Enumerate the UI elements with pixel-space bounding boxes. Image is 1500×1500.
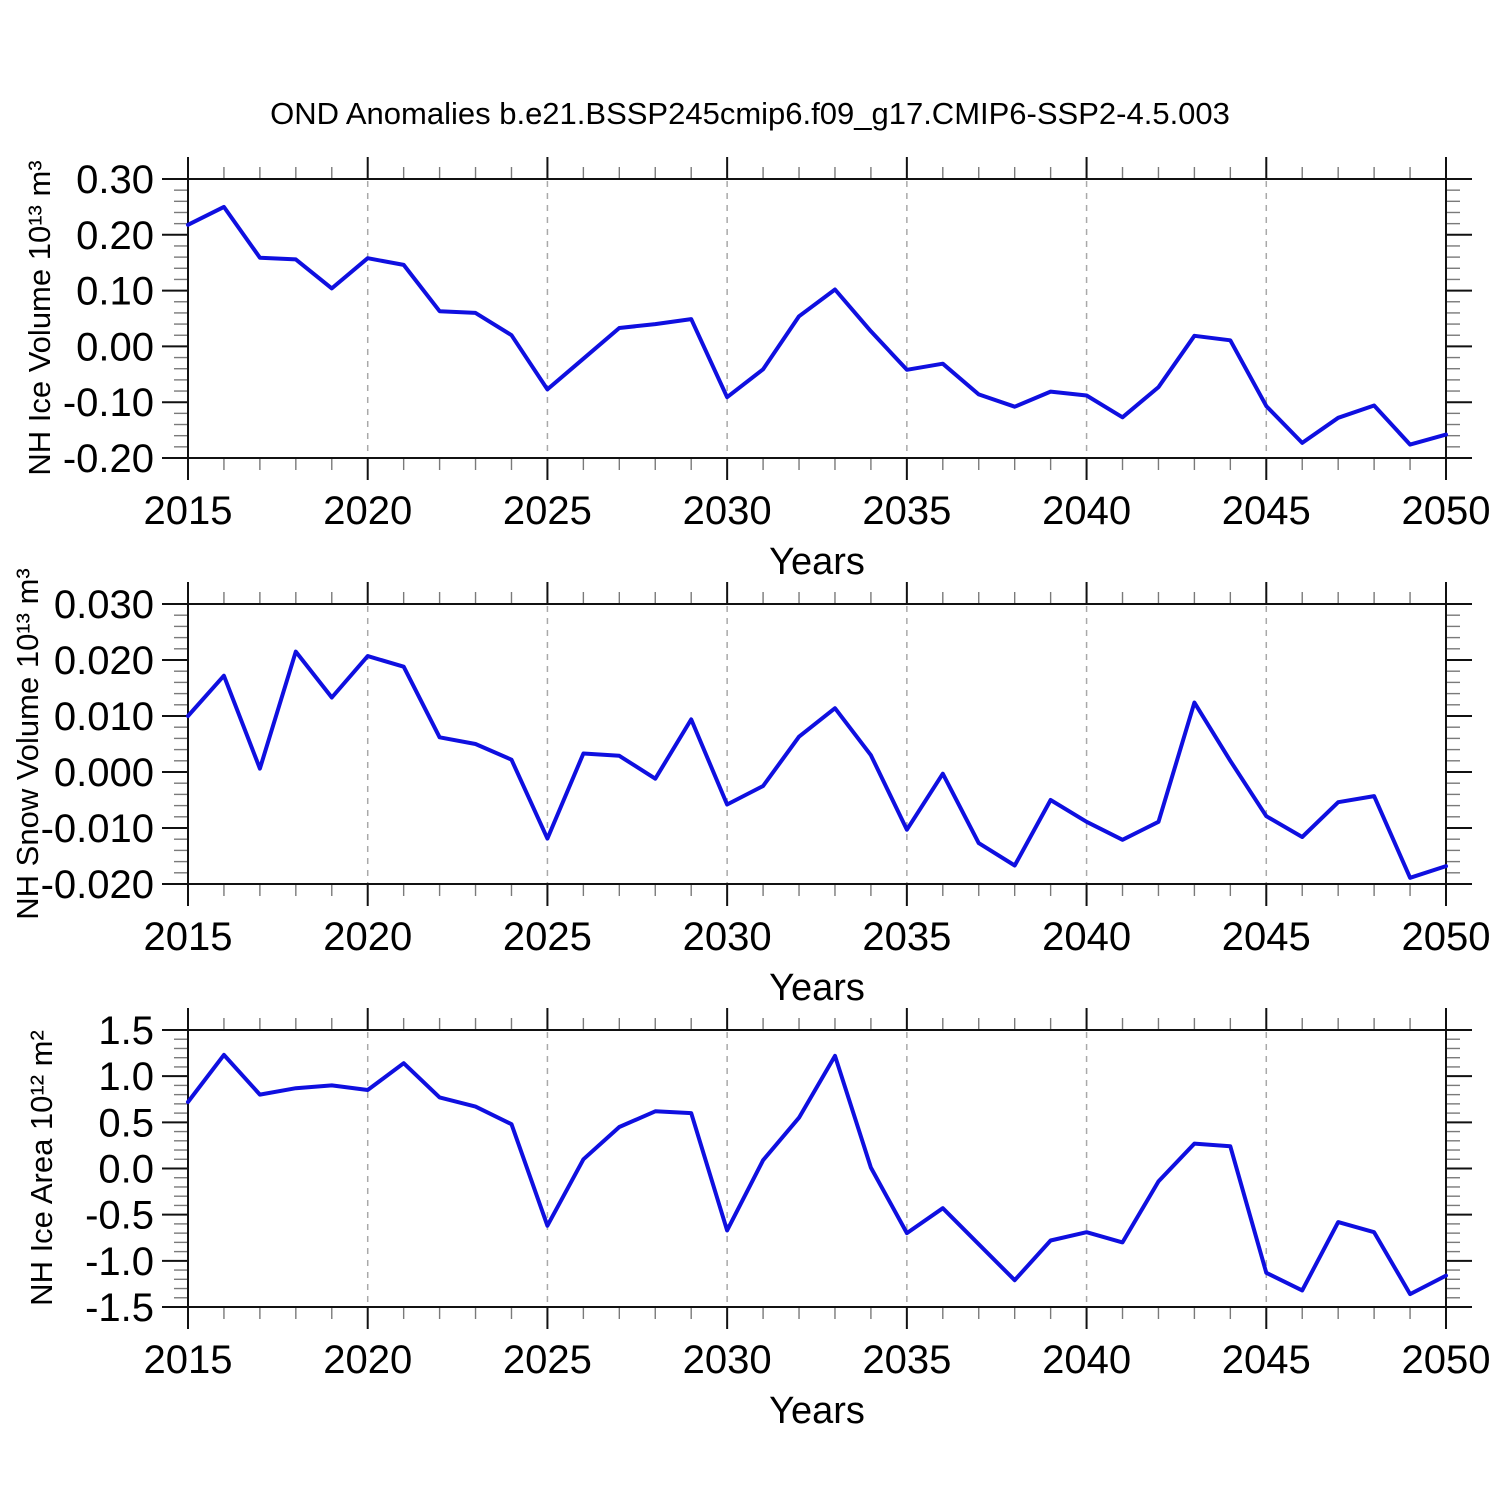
y-tick-label: -0.020 (41, 863, 154, 907)
x-tick-label: 2020 (323, 915, 412, 959)
y-tick-label: -0.5 (85, 1194, 154, 1238)
x-axis-title: Years (769, 967, 865, 1009)
y-tick-label: 0.020 (54, 639, 154, 683)
x-tick-label: 2015 (144, 1338, 233, 1382)
x-tick-label: 2045 (1222, 1338, 1311, 1382)
x-tick-label: 2045 (1222, 489, 1311, 533)
y-tick-label: 0.000 (54, 751, 154, 795)
x-tick-label: 2040 (1042, 1338, 1131, 1382)
y-tick-label: 1.5 (98, 1009, 154, 1053)
x-tick-label: 2050 (1402, 915, 1491, 959)
x-tick-label: 2050 (1402, 489, 1491, 533)
y-tick-label: 0.010 (54, 695, 154, 739)
y-tick-label: -0.010 (41, 807, 154, 851)
y-tick-label: 0.00 (76, 325, 154, 369)
x-tick-label: 2040 (1042, 915, 1131, 959)
panel-3: 2015 2020 2025 2030 2035 2040 2045 20501.51.00.… (85, 1008, 1490, 1432)
data-series-line (186, 649, 1448, 880)
x-tick-label: 2025 (503, 489, 592, 533)
x-axis-title: Years (769, 541, 865, 583)
x-tick-label: 2015 (144, 915, 233, 959)
y-tick-label: -1.5 (85, 1286, 154, 1330)
y-tick-label: 1.0 (98, 1055, 154, 1099)
panel-1: 2015 2020 2025 2030 2035 2040 2045 2050 0.30 0.20… (63, 157, 1491, 583)
x-tick-label: 2035 (862, 489, 951, 533)
x-tick-label: 2040 (1042, 489, 1131, 533)
panel-frame (187, 603, 1447, 885)
y-tick-label: -0.10 (63, 381, 154, 425)
y-tick-label: 0.10 (76, 270, 154, 314)
y-tick-label: 0.20 (76, 214, 154, 258)
x-tick-label: 2020 (323, 1338, 412, 1382)
x-tick-label: 2030 (683, 489, 772, 533)
x-tick-label: 2030 (683, 915, 772, 959)
x-tick-label: 2035 (862, 915, 951, 959)
panel-2: 2015 2020 2025 2030 2035 2040 2045 2050 0.030 0.0… (41, 582, 1491, 1009)
data-series-line (186, 204, 1448, 447)
y-tick-label: -1.0 (85, 1240, 154, 1284)
y-tick-label: 0.0 (98, 1148, 154, 1192)
x-tick-label: 2020 (323, 489, 412, 533)
x-tick-label: 2035 (862, 1338, 951, 1382)
x-axis-title: Years (769, 1390, 865, 1432)
x-tick-label: 2030 (683, 1338, 772, 1382)
x-tick-label: 2025 (503, 915, 592, 959)
y-tick-label: 0.030 (54, 583, 154, 627)
panel-frame (187, 1029, 1447, 1308)
panel-frame (187, 178, 1447, 459)
y-tick-label: 0.30 (76, 158, 154, 202)
y-tick-label: -0.20 (63, 437, 154, 481)
x-tick-label: 2045 (1222, 915, 1311, 959)
data-series-line (186, 1052, 1448, 1297)
x-tick-label: 2015 (144, 489, 233, 533)
x-tick-label: 2050 (1402, 1338, 1491, 1382)
y-tick-label: 0.5 (98, 1101, 154, 1145)
x-tick-label: 2025 (503, 1338, 592, 1382)
figure-title: OND Anomalies b.e21.BSSP245cmip6.f09_g17… (270, 96, 1230, 131)
